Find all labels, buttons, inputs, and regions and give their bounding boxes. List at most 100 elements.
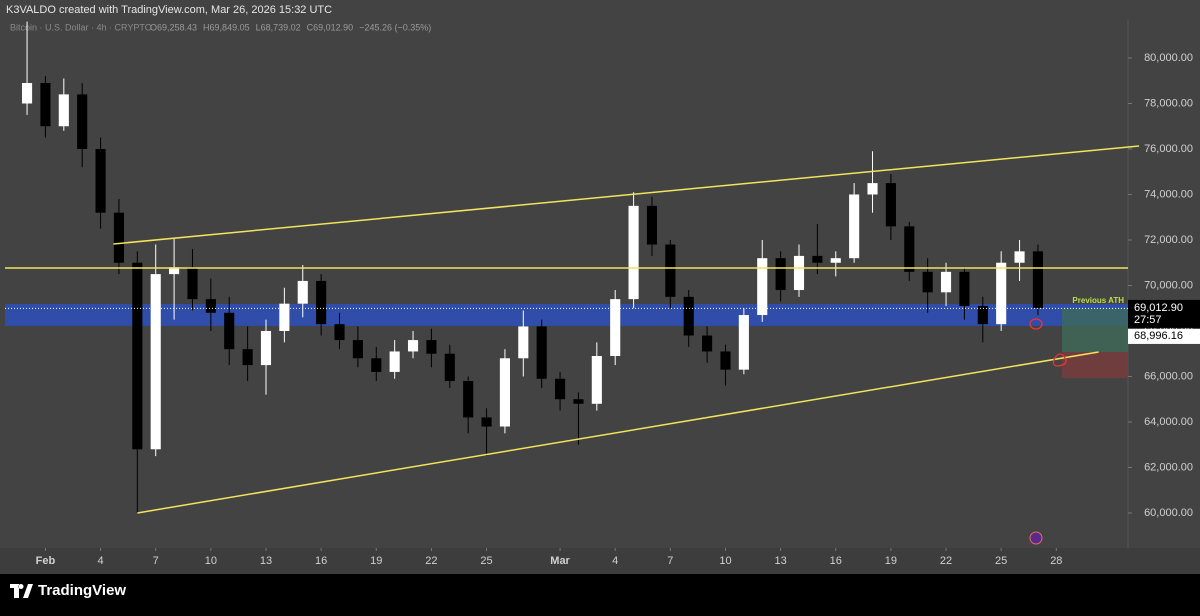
x-axis-band xyxy=(0,548,1200,574)
position-target xyxy=(1062,308,1128,352)
price-tag: 69,012.90 xyxy=(1134,302,1183,314)
x-tick-label: 4 xyxy=(612,555,618,567)
candle-body xyxy=(628,205,639,300)
x-tick-label: 25 xyxy=(995,555,1007,567)
candle-body xyxy=(646,205,658,245)
candle-body xyxy=(1014,251,1025,263)
candle-body xyxy=(499,358,510,427)
x-tick-label: 10 xyxy=(205,555,217,567)
candle-body xyxy=(407,340,419,352)
y-tick-label: 64,000.00 xyxy=(1144,416,1193,428)
x-tick-label: 22 xyxy=(425,555,437,567)
x-tick-label: 10 xyxy=(719,555,731,567)
candle-body xyxy=(371,358,382,372)
candle-body xyxy=(224,312,235,350)
symbol: Bitcoin · U.S. Dollar · 4h · CRYPTO xyxy=(10,22,152,32)
candle-body xyxy=(205,299,216,313)
footer xyxy=(0,574,1200,611)
x-tick-label: 4 xyxy=(98,555,104,567)
ohlc-value: C69,012.90 xyxy=(307,22,354,32)
y-tick-label: 66,000.00 xyxy=(1144,370,1193,382)
y-tick-label: 74,000.00 xyxy=(1144,188,1193,200)
candle-body xyxy=(481,417,492,427)
candle-body xyxy=(40,83,51,127)
y-tick-label: 70,000.00 xyxy=(1144,279,1193,291)
icon xyxy=(1029,531,1043,545)
candle-body xyxy=(426,340,437,354)
candle-body xyxy=(536,326,547,379)
candle-body xyxy=(279,303,290,331)
x-tick-label: 7 xyxy=(667,555,673,567)
candle-body xyxy=(1032,251,1043,308)
candle-body xyxy=(444,353,455,382)
x-tick-label: 25 xyxy=(480,555,492,567)
candle-body xyxy=(720,351,731,370)
candle-body xyxy=(352,340,363,359)
y-tick-label: 60,000.00 xyxy=(1144,507,1193,519)
price-tag: 68,996.16 xyxy=(1134,330,1183,342)
x-tick-label: Feb xyxy=(36,555,56,567)
candle-body xyxy=(996,262,1007,325)
brand: TradingView xyxy=(38,582,126,599)
circle-mark xyxy=(1052,353,1067,367)
candle-body xyxy=(316,280,327,325)
candle-body xyxy=(95,148,106,213)
candle-body xyxy=(867,183,878,195)
y-tick-label: 76,000.00 xyxy=(1144,143,1193,155)
y-tick-label: 78,000.00 xyxy=(1144,97,1193,109)
candle-body xyxy=(150,274,161,450)
candle-body xyxy=(665,244,676,297)
ohlc-value: O69,258.43 xyxy=(150,22,197,32)
x-tick-label: 22 xyxy=(940,555,952,567)
y-tick-label: 62,000.00 xyxy=(1144,461,1193,473)
candle-body xyxy=(757,258,768,316)
logo-icon xyxy=(10,584,33,598)
candle-body xyxy=(77,94,88,149)
candle-body xyxy=(904,226,915,272)
x-tick-label: 19 xyxy=(885,555,897,567)
candle-body xyxy=(132,262,143,450)
candle-body xyxy=(187,267,198,300)
candle-body xyxy=(922,271,933,293)
candle-body xyxy=(555,378,566,400)
x-tick-label: 13 xyxy=(260,555,272,567)
candle-body xyxy=(591,356,602,404)
candle-body xyxy=(334,324,345,341)
candle-body xyxy=(297,280,308,304)
x-tick-label: 7 xyxy=(153,555,159,567)
candle-body xyxy=(113,212,125,263)
candle-body xyxy=(260,330,272,366)
ohlc-legend: O69,258.43 H69,849.05 L68,739.02 C69,012.90… xyxy=(150,22,431,32)
candle-body xyxy=(242,349,253,366)
candle-body xyxy=(940,271,952,293)
candle-body xyxy=(738,315,749,370)
candle-body xyxy=(812,255,823,263)
ohlc-value: −245.26 (−0.35%) xyxy=(359,22,431,32)
candle-body xyxy=(959,271,970,306)
candle-body xyxy=(58,94,69,127)
y-tick-label: 80,000.00 xyxy=(1144,52,1193,64)
header: K3VALDO created with TradingView.com, Ma… xyxy=(6,4,332,16)
logo: TradingView xyxy=(10,582,126,599)
trend-line xyxy=(137,351,1099,514)
x-tick-label: Mar xyxy=(550,555,570,567)
candle-body xyxy=(463,381,474,418)
x-tick-label: 19 xyxy=(370,555,382,567)
candle-body xyxy=(683,296,694,336)
trend-line xyxy=(113,145,1140,245)
candle-body xyxy=(389,351,400,372)
candle-body xyxy=(610,299,621,356)
candle-body xyxy=(518,326,529,359)
x-tick-label: 16 xyxy=(830,555,842,567)
candle-body xyxy=(702,335,713,352)
countdown: 27:57 xyxy=(1134,314,1162,326)
candle-body xyxy=(169,267,180,275)
candle-body xyxy=(22,83,33,104)
zone xyxy=(5,303,1128,326)
candle-body xyxy=(849,194,860,259)
x-tick-label: 16 xyxy=(315,555,327,567)
ohlc-value: H69,849.05 xyxy=(203,22,250,32)
ohlc-value: L68,739.02 xyxy=(256,22,301,32)
candle-body xyxy=(885,183,896,227)
